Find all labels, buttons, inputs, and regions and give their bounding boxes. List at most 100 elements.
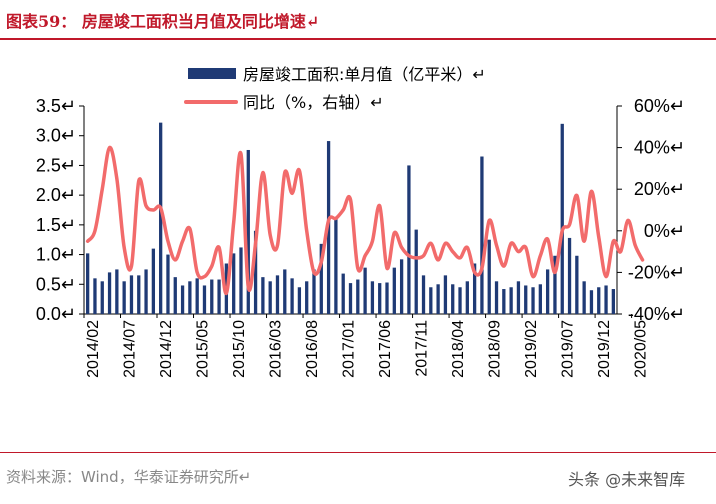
yoy-point-45 [415, 257, 417, 259]
bar-44 [407, 165, 411, 314]
bar-31 [312, 269, 316, 314]
yoy-point-1 [94, 230, 96, 232]
yoy-point-74 [627, 219, 629, 221]
yoy-point-27 [284, 171, 286, 174]
yoy-point-51 [459, 257, 461, 259]
bar-65 [560, 123, 564, 314]
yoy-point-75 [634, 244, 636, 246]
yoy-point-3 [108, 147, 111, 149]
x-tick-label-8: 2017/06 [377, 320, 394, 378]
chart: 房屋竣工面积:单月值（亿平米）↵ 同比（%，右轴）↵ 3.5↵ 3.0↵ 2.5↵ 2… [36, 65, 685, 378]
right-tick-label-2: 20%↵ [634, 179, 685, 199]
yoy-point-41 [386, 267, 388, 269]
x-tick-label-15: 2020/05 [633, 320, 650, 378]
yoy-point-38 [364, 255, 366, 257]
yoy-point-66 [568, 223, 571, 226]
chart-title: 图表59： 房屋竣工面积当月值及同比增速↵ [6, 12, 320, 31]
x-tick-label-5: 2016/03 [268, 320, 285, 378]
bar-9 [151, 248, 156, 314]
x-tick-label-4: 2015/10 [231, 320, 248, 378]
yoy-point-53 [474, 271, 476, 273]
bar-52 [465, 281, 469, 314]
x-tick-label-13: 2019/07 [560, 320, 577, 378]
x-tick-label-3: 2015/05 [195, 320, 212, 378]
bar-70 [597, 287, 601, 314]
yoy-point-62 [539, 255, 541, 257]
bar-21 [239, 247, 243, 314]
bar-26 [275, 275, 280, 314]
right-tick-label-0: 60%↵ [634, 96, 685, 116]
bar-40 [378, 283, 382, 314]
x-tick-label-9: 2017/11 [414, 320, 431, 377]
bar-series [86, 122, 615, 314]
bar-56 [494, 281, 499, 314]
x-tick-label-14: 2019/12 [596, 320, 613, 378]
yoy-point-22 [247, 286, 249, 288]
yoy-point-16 [203, 275, 206, 278]
yoy-point-20 [233, 221, 235, 224]
x-tick-label-7: 2017/01 [341, 320, 358, 378]
yoy-point-30 [306, 230, 308, 232]
bar-2 [100, 281, 104, 314]
bar-61 [531, 287, 535, 314]
bar-23 [253, 230, 258, 314]
yoy-point-35 [342, 209, 344, 211]
yoy-point-36 [349, 199, 352, 201]
yoy-point-19 [225, 292, 227, 294]
yoy-point-11 [167, 240, 169, 242]
yoy-point-14 [189, 228, 191, 230]
bar-7 [137, 275, 141, 314]
bar-41 [385, 282, 389, 314]
x-axis-ticks: 2014/02 2014/07 2014/12 2015/05 2015/10 2016/… [83, 314, 650, 378]
bar-46 [421, 275, 426, 314]
left-tick-label-7: 0.0↵ [36, 304, 76, 324]
bar-64 [553, 255, 557, 314]
bar-36 [348, 283, 353, 314]
x-tick-label-6: 2016/08 [304, 320, 321, 378]
bar-49 [443, 275, 448, 314]
yoy-point-9 [152, 209, 154, 211]
right-axis-ticks: 60%↵ 40%↵ 20%↵ 0%↵ -20%↵ -40%↵ [617, 96, 685, 324]
yoy-point-65 [561, 230, 563, 232]
yoy-point-52 [466, 246, 468, 249]
right-tick-label-1: 40%↵ [634, 138, 685, 158]
bar-14 [188, 281, 192, 314]
x-tick-label-12: 2019/02 [523, 320, 540, 378]
bar-53 [472, 263, 477, 314]
yoy-point-2 [101, 188, 103, 190]
yoy-point-40 [379, 205, 381, 207]
bar-66 [567, 237, 572, 314]
bar-27 [283, 269, 287, 314]
bar-68 [582, 281, 586, 314]
yoy-point-15 [196, 271, 198, 273]
yoy-point-37 [357, 267, 359, 269]
yoy-point-68 [583, 240, 585, 242]
bar-13 [180, 285, 185, 314]
bar-10 [159, 122, 163, 314]
footer-rule [0, 452, 716, 453]
watermark: 头条 @未来智库 [568, 470, 686, 489]
yoy-point-4 [116, 178, 118, 180]
bar-1 [93, 278, 97, 314]
left-tick-label-3: 2.0↵ [36, 185, 76, 205]
bar-55 [487, 239, 491, 314]
bar-18 [217, 279, 221, 314]
yoy-point-76 [641, 259, 644, 261]
yoy-point-61 [532, 275, 534, 278]
yoy-point-47 [430, 242, 432, 244]
right-tick-label-4: -20%↵ [628, 262, 685, 282]
left-tick-label-0: 3.5↵ [36, 96, 76, 116]
bar-25 [268, 281, 272, 314]
yoy-point-59 [517, 251, 520, 253]
bar-37 [356, 279, 360, 314]
bar-20 [232, 253, 236, 314]
yoy-point-34 [335, 217, 337, 219]
bar-48 [436, 284, 440, 314]
bar-59 [516, 281, 521, 314]
yoy-point-67 [576, 194, 578, 197]
yoy-point-0 [87, 240, 89, 242]
bar-28 [290, 278, 294, 314]
yoy-point-33 [328, 219, 330, 221]
legend-bar-swatch [188, 68, 236, 79]
bar-71 [604, 285, 608, 314]
